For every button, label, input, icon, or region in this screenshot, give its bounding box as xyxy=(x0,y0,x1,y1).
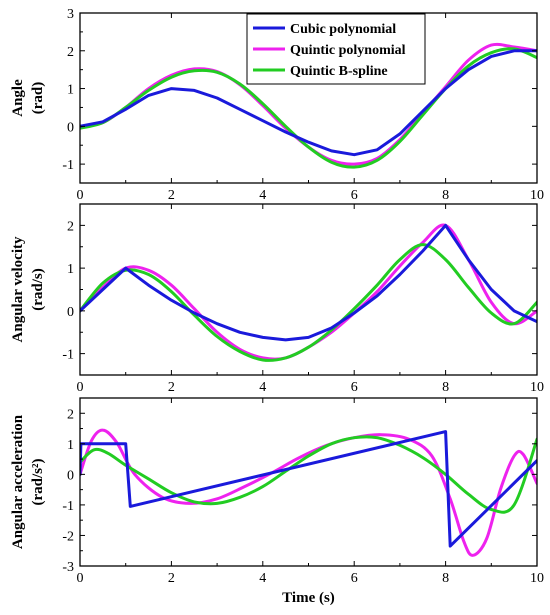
y-tick-label: -1 xyxy=(62,499,74,514)
y-tick-label: 0 xyxy=(67,120,74,135)
x-tick-label: 8 xyxy=(442,380,449,395)
y-tick-label: 1 xyxy=(67,83,74,98)
y-tick-label: 0 xyxy=(67,468,74,483)
y-tick-label: 0 xyxy=(67,305,74,320)
legend-label-quintic: Quintic polynomial xyxy=(290,43,406,58)
series-line-bspline-1 xyxy=(80,47,537,169)
x-tick-label: 10 xyxy=(530,380,544,395)
x-tick-label: 10 xyxy=(530,571,544,586)
y-axis-label-3: Angular acceleration (rad/s²) xyxy=(10,414,46,549)
y-tick-label: 1 xyxy=(67,262,74,277)
y-axis-label-1: Angle (rad) xyxy=(10,79,46,117)
y-axis-label-2: Angular velocity (rad/s) xyxy=(10,236,46,342)
x-tick-label: 4 xyxy=(259,188,266,203)
x-tick-label: 10 xyxy=(530,188,544,203)
chart-panel-2: 0 2 4 6 8 10 -1 0 1 2 Angular velocity (rad/s) xyxy=(10,203,544,395)
x-tick-label: 4 xyxy=(259,380,266,395)
x-tick-label: 0 xyxy=(77,380,84,395)
y-tick-label: 1 xyxy=(67,438,74,453)
y-tick-label: 2 xyxy=(67,219,74,234)
x-tick-label: 0 xyxy=(77,188,84,203)
x-tick-label: 8 xyxy=(442,571,449,586)
y-tick-label: -1 xyxy=(62,158,74,173)
legend: Cubic polynomial Quintic polynomial Quinti… xyxy=(246,13,426,85)
series-line-bspline-3 xyxy=(80,435,537,514)
y-tick-label: 3 xyxy=(67,7,74,22)
y-axis-label-line: Angle xyxy=(10,79,26,117)
x-tick-label: 0 xyxy=(77,571,84,586)
legend-label-bspline: Quintic B-spline xyxy=(290,64,388,79)
y-tick-label: -3 xyxy=(62,560,74,575)
series-line-bspline-2 xyxy=(80,243,537,362)
x-tick-label: 2 xyxy=(168,188,175,203)
y-axis-label-line: Angular acceleration xyxy=(10,414,26,549)
x-tick-label: 2 xyxy=(168,380,175,395)
x-tick-label: 6 xyxy=(351,571,358,586)
y-tick-label: -1 xyxy=(62,348,74,363)
series-line-quintic-2 xyxy=(80,223,537,361)
series-line-cubic-2 xyxy=(80,223,537,342)
series-line-cubic-1 xyxy=(80,49,537,157)
x-tick-label: 2 xyxy=(168,571,175,586)
x-tick-label: 6 xyxy=(351,380,358,395)
x-tick-label: 8 xyxy=(442,188,449,203)
y-axis-label-line: (rad/s) xyxy=(30,268,46,311)
y-axis-label-line: (rad/s²) xyxy=(30,459,46,506)
chart-panel-3: 0 2 4 6 8 10 -3 -2 -1 0 1 2 Angular acceleration (rad… xyxy=(10,397,544,606)
y-tick-label: 2 xyxy=(67,407,74,422)
y-axis-label-line: (rad) xyxy=(30,82,46,115)
y-axis-label-line: Angular velocity xyxy=(10,236,26,342)
x-tick-label: 6 xyxy=(351,188,358,203)
x-axis-label: Time (s) xyxy=(282,590,335,606)
legend-label-cubic: Cubic polynomial xyxy=(290,22,396,37)
y-tick-label: 2 xyxy=(67,45,74,60)
y-tick-label: -2 xyxy=(62,529,74,544)
x-tick-label: 4 xyxy=(259,571,266,586)
plot-frame-3 xyxy=(79,397,538,567)
